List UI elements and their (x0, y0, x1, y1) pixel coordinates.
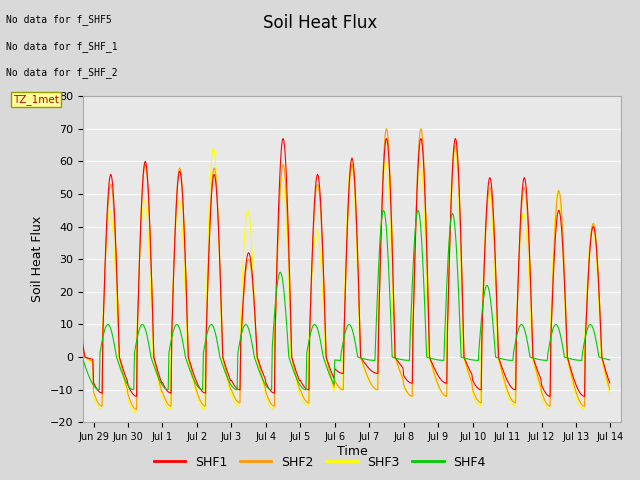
X-axis label: Time: Time (337, 445, 367, 458)
Text: No data for f_SHF5: No data for f_SHF5 (6, 14, 112, 25)
Text: TZ_1met: TZ_1met (13, 94, 59, 105)
Text: No data for f_SHF_1: No data for f_SHF_1 (6, 41, 118, 52)
Text: Soil Heat Flux: Soil Heat Flux (263, 14, 377, 33)
Text: No data for f_SHF_2: No data for f_SHF_2 (6, 67, 118, 78)
Legend: SHF1, SHF2, SHF3, SHF4: SHF1, SHF2, SHF3, SHF4 (149, 451, 491, 474)
Y-axis label: Soil Heat Flux: Soil Heat Flux (31, 216, 44, 302)
